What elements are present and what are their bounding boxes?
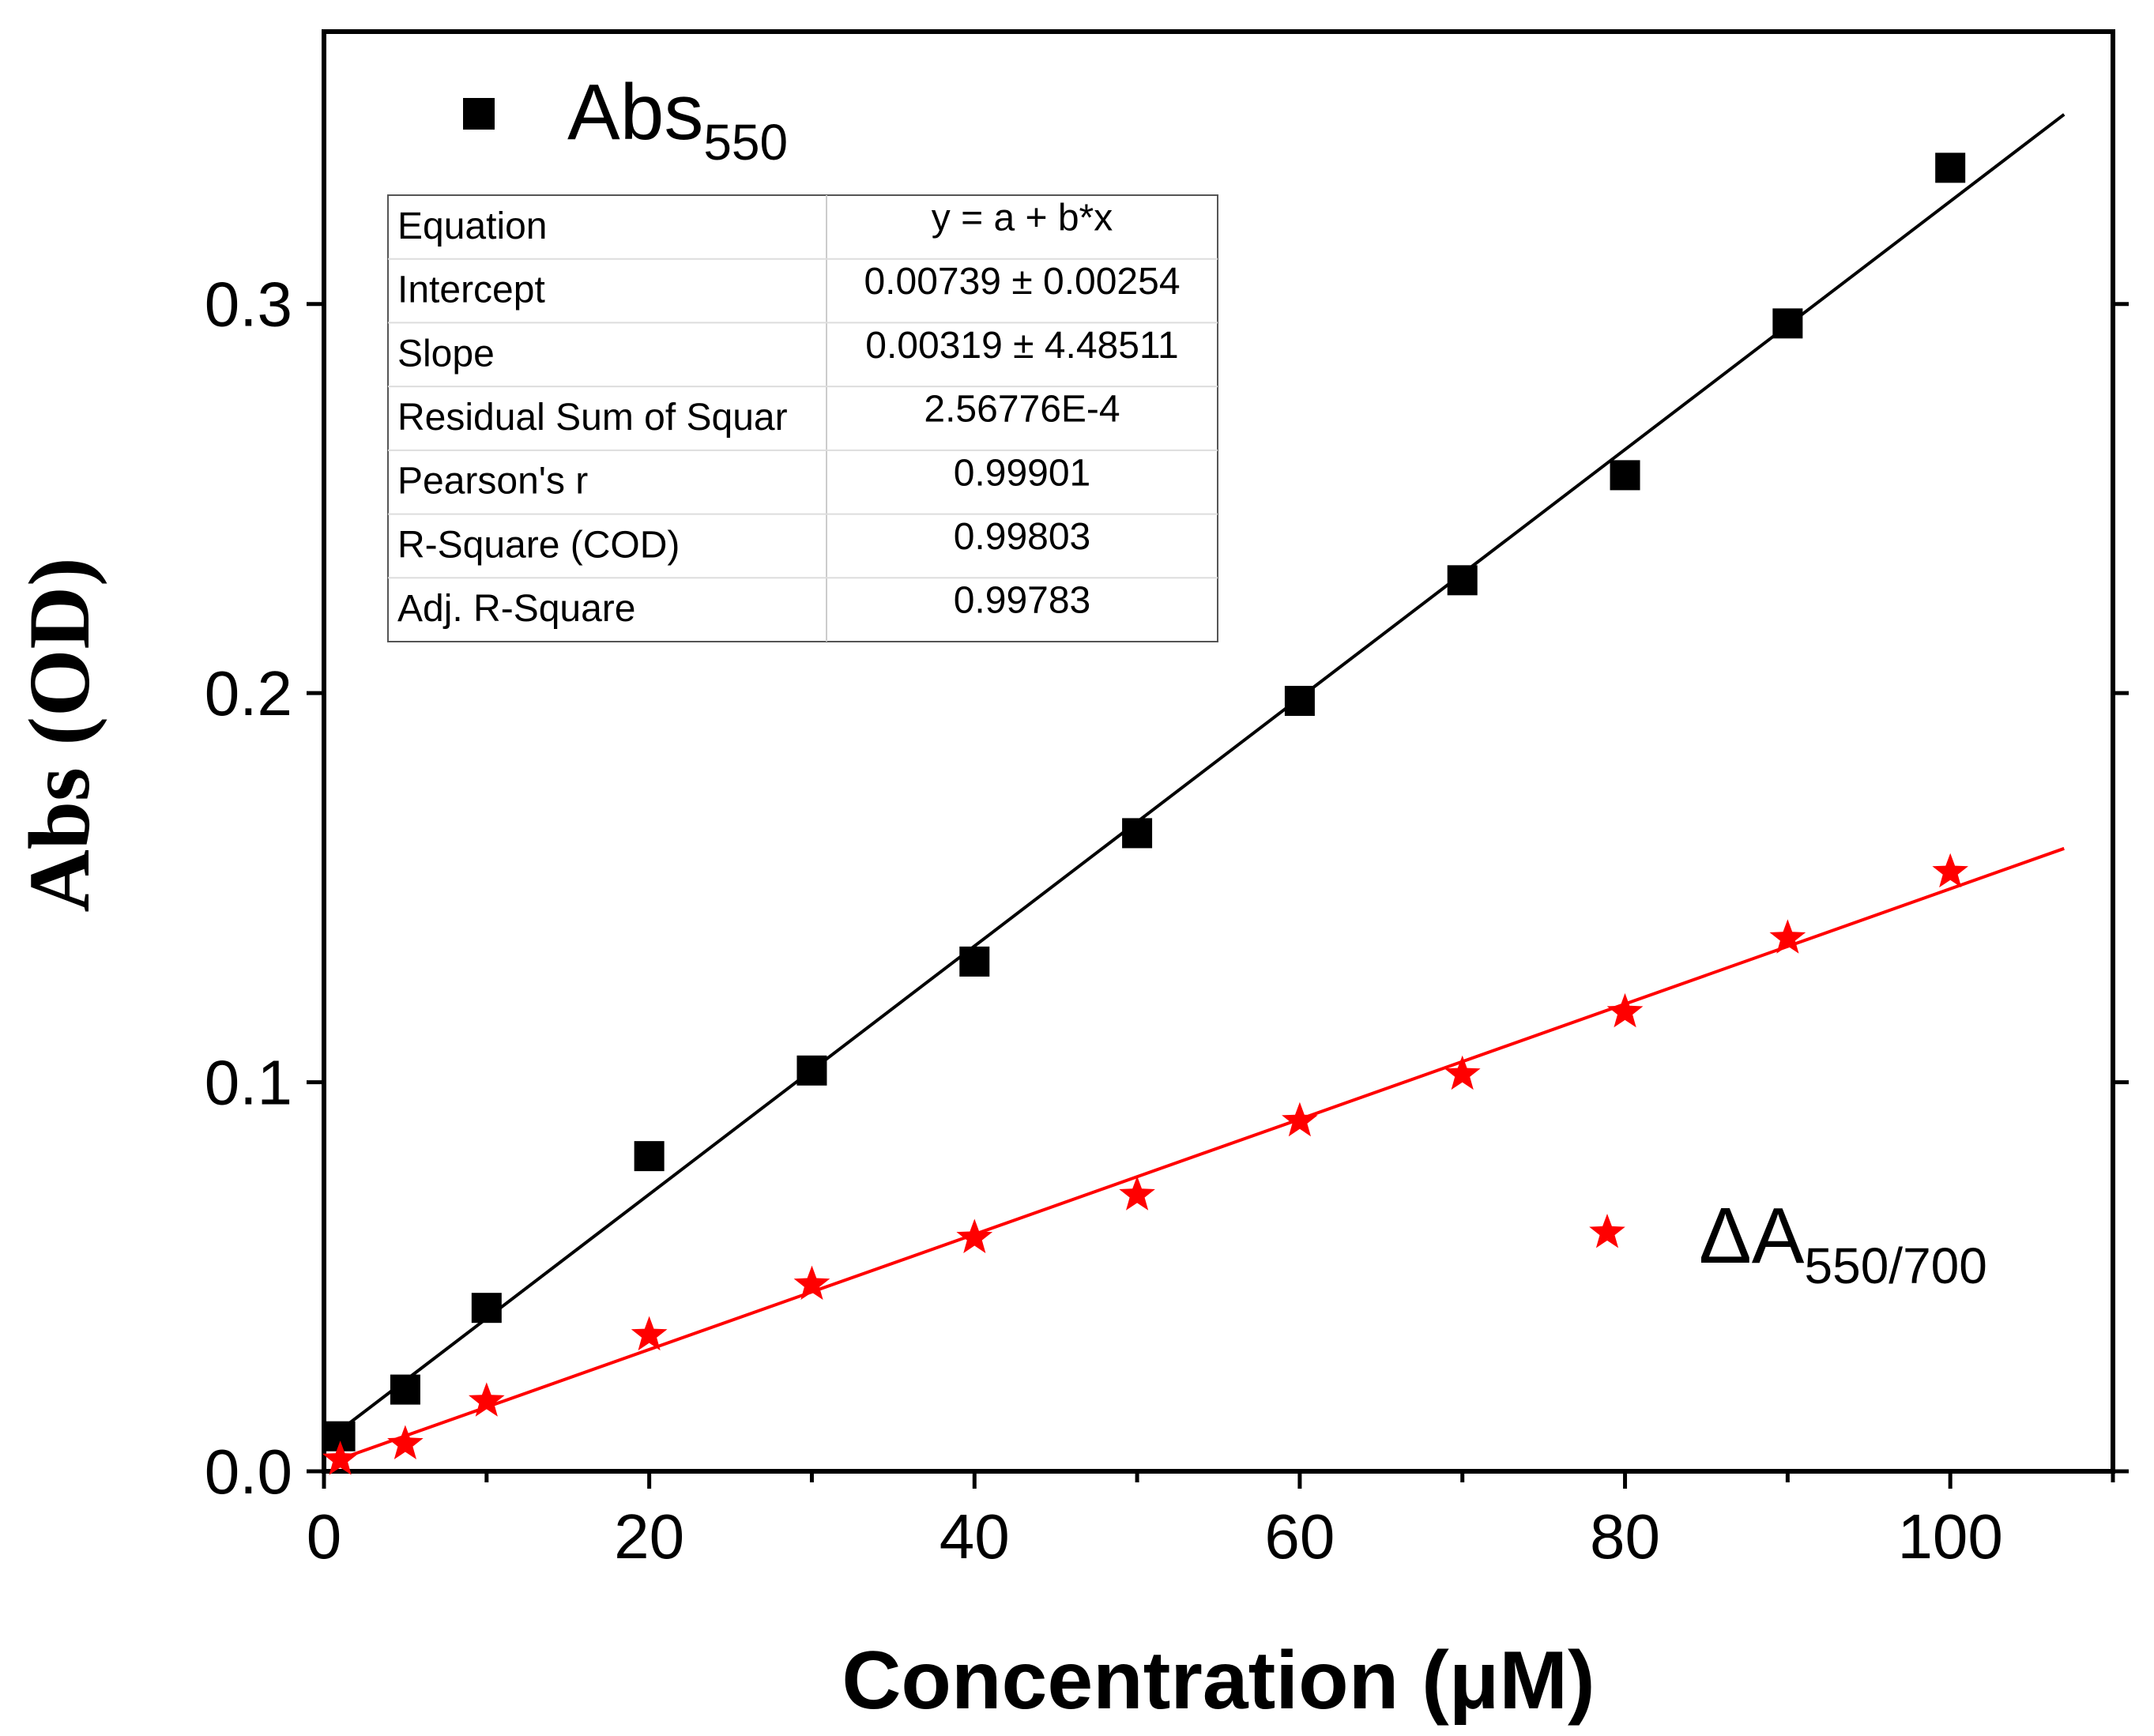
delta-point <box>793 1265 830 1300</box>
fit-table-label: R-Square (COD) <box>397 524 680 566</box>
fit-table-value: 0.00319 ± 4.48511 <box>865 325 1178 367</box>
fit-table-value: 0.00739 ± 0.00254 <box>864 261 1180 303</box>
legend-delta-label: ΔA550/700 <box>1699 1192 1987 1294</box>
abs550-point <box>471 1293 502 1324</box>
fit-table-label: Intercept <box>397 269 545 311</box>
abs550-point <box>959 946 990 977</box>
x-tick-label: 0 <box>307 1501 342 1572</box>
delta-point <box>387 1425 424 1459</box>
fit-table-label: Adj. R-Square <box>397 588 635 630</box>
legend-abs550-sub: 550 <box>703 114 788 171</box>
legend-abs550-marker <box>463 98 495 130</box>
y-tick-label: 0.2 <box>205 658 292 729</box>
delta-point <box>322 1440 359 1475</box>
legend-delta-main: ΔA <box>1699 1192 1805 1280</box>
legend-abs550-label: Abs550 <box>567 68 788 171</box>
plot-frame <box>322 29 2115 1474</box>
abs550-point <box>1610 460 1640 491</box>
fit-table-frame <box>387 194 1218 642</box>
abs550-point <box>634 1141 665 1172</box>
data-points <box>322 153 1968 1475</box>
abs550-point <box>1284 685 1315 716</box>
abs550-point <box>390 1374 420 1405</box>
legend-delta-marker <box>1589 1214 1625 1248</box>
fit-table-label: Pearson's r <box>397 461 588 503</box>
x-tick-label: 20 <box>614 1501 684 1572</box>
x-axis-ticks: 0 20 40 60 80 100 <box>307 1471 2115 1572</box>
delta-point <box>1932 853 1968 888</box>
fit-table-label: Residual Sum of Squar <box>397 397 788 439</box>
x-tick-label: 100 <box>1897 1501 2002 1572</box>
delta-point <box>1444 1055 1481 1090</box>
fit-table-value: 0.99803 <box>954 516 1091 558</box>
fit-table-value: 0.99901 <box>954 452 1091 494</box>
delta-point <box>469 1382 505 1417</box>
legend-abs550-main: Abs <box>567 68 703 156</box>
fit-statistics-table: Equation y = a + b*x Intercept 0.00739 ± 0.… <box>387 194 1218 642</box>
fit-table-value: 2.56776E-4 <box>924 389 1120 431</box>
abs550-point <box>796 1055 827 1086</box>
fit-table-label: Equation <box>397 205 548 247</box>
y-tick-label: 0.0 <box>205 1437 292 1507</box>
delta-fit-line <box>339 846 2065 1461</box>
delta-point <box>1119 1176 1155 1211</box>
legend-delta-sub: 550/700 <box>1805 1237 1987 1294</box>
delta-point <box>631 1316 668 1351</box>
fit-table-label: Slope <box>397 333 495 375</box>
y-axis-ticks: 0.0 0.1 0.2 0.3 <box>205 269 2129 1507</box>
x-tick-label: 60 <box>1264 1501 1335 1572</box>
abs550-point <box>1935 153 1966 183</box>
fit-table-value: 0.99783 <box>954 580 1091 622</box>
y-axis-title: Abs (OD) <box>11 557 107 912</box>
x-axis-title: Concentration (μM) <box>842 1635 1595 1727</box>
delta-point <box>1769 919 1806 954</box>
y-tick-label: 0.1 <box>205 1048 292 1118</box>
y-tick-label: 0.3 <box>205 269 292 340</box>
abs550-point <box>1122 818 1153 849</box>
abs550-point <box>1772 308 1803 339</box>
delta-point <box>956 1218 993 1253</box>
x-tick-label: 80 <box>1590 1501 1660 1572</box>
delta-point <box>1606 992 1644 1028</box>
delta-point <box>1282 1101 1318 1137</box>
fit-table-value: y = a + b*x <box>932 197 1113 239</box>
x-tick-label: 40 <box>940 1501 1010 1572</box>
abs550-point <box>1447 565 1478 596</box>
